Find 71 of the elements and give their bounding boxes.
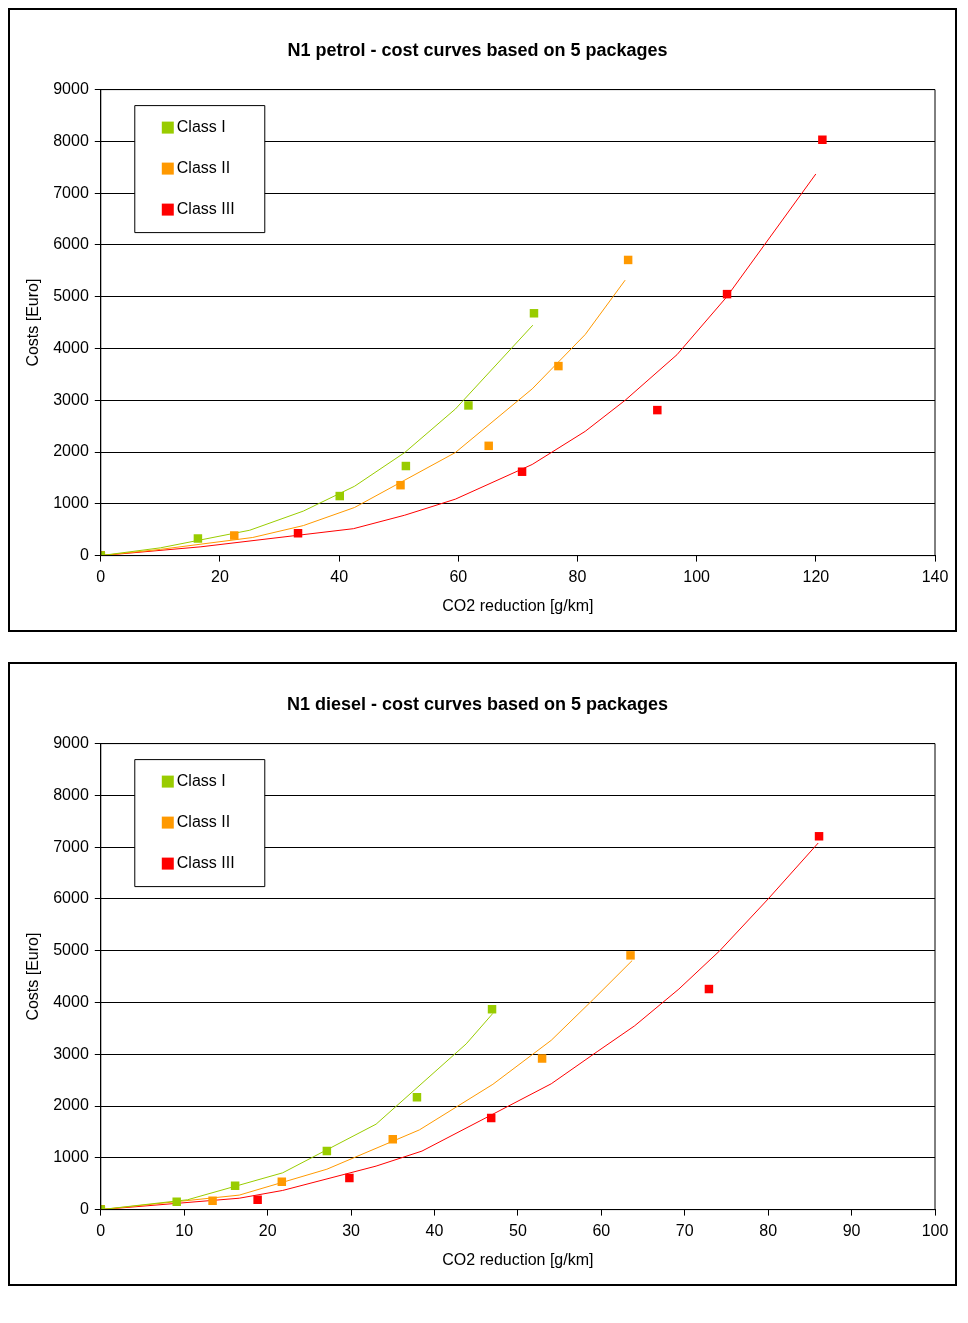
point — [484, 441, 493, 451]
point — [537, 1054, 547, 1063]
x-tick-label: 120 — [802, 567, 830, 585]
x-tick-label: 80 — [759, 1221, 778, 1239]
point — [293, 529, 303, 538]
x-tick-label: 50 — [509, 1221, 527, 1239]
point — [172, 1197, 181, 1207]
x-axis-title: CO2 reduction [g/km] — [442, 596, 594, 614]
x-tick-label: 100 — [683, 567, 711, 585]
y-tick-label: 8000 — [53, 785, 89, 803]
x-tick-label: 70 — [675, 1221, 694, 1239]
legend-label: Class I — [176, 118, 226, 136]
y-tick-label: 0 — [79, 1200, 89, 1218]
legend-label: Class III — [176, 854, 235, 872]
x-axis-title: CO2 reduction [g/km] — [442, 1250, 594, 1268]
y-tick-label: 6000 — [53, 889, 89, 907]
y-tick-label: 7000 — [53, 183, 89, 201]
y-tick-label: 2000 — [53, 442, 89, 460]
y-tick-label: 9000 — [53, 734, 89, 752]
x-tick-label: 140 — [921, 567, 949, 585]
point — [208, 1196, 217, 1206]
x-tick-label: 0 — [96, 1221, 106, 1239]
y-tick-label: 9000 — [53, 80, 89, 98]
legend-label: Class I — [176, 772, 226, 790]
point — [230, 531, 239, 540]
x-tick-label: 100 — [921, 1221, 949, 1239]
point — [554, 361, 563, 371]
x-tick-label: 20 — [258, 1221, 277, 1239]
point — [396, 480, 405, 490]
y-tick-label: 5000 — [53, 287, 89, 305]
x-tick-label: 40 — [330, 567, 349, 585]
x-tick-label: 0 — [96, 567, 106, 585]
x-tick-label: 10 — [175, 1221, 194, 1239]
legend-label: Class II — [176, 159, 231, 177]
y-tick-label: 3000 — [53, 390, 89, 408]
y-tick-label: 2000 — [53, 1096, 89, 1114]
y-tick-label: 5000 — [53, 941, 89, 959]
x-tick-label: 80 — [568, 567, 587, 585]
y-tick-label: 0 — [79, 546, 89, 564]
point — [277, 1177, 287, 1186]
y-tick-label: 6000 — [53, 235, 89, 253]
point — [464, 401, 473, 410]
y-axis-title: Costs [Euro] — [24, 278, 42, 367]
x-tick-label: 30 — [342, 1221, 361, 1239]
y-tick-label: 4000 — [53, 992, 89, 1010]
y-tick-label: 1000 — [53, 1148, 89, 1166]
point — [345, 1173, 354, 1183]
point — [653, 405, 662, 415]
x-tick-label: 60 — [592, 1221, 611, 1239]
x-tick-label: 60 — [449, 567, 468, 585]
point — [253, 1195, 262, 1205]
x-tick-label: 40 — [425, 1221, 444, 1239]
y-tick-label: 3000 — [53, 1044, 89, 1062]
y-tick-label: 4000 — [53, 338, 89, 356]
point — [193, 534, 203, 543]
y-tick-label: 1000 — [53, 494, 89, 512]
point — [818, 135, 827, 145]
y-tick-label: 8000 — [53, 131, 89, 149]
point — [335, 491, 344, 501]
point — [814, 832, 824, 841]
point — [529, 309, 539, 318]
point — [626, 951, 635, 960]
point — [517, 467, 527, 476]
chart-title: N1 diesel - cost curves based on 5 packages — [286, 693, 669, 714]
y-tick-label: 7000 — [53, 837, 89, 855]
chart-title: N1 petrol - cost curves based on 5 packages — [287, 39, 668, 60]
legend-label: Class II — [176, 813, 231, 831]
legend-label: Class III — [176, 200, 235, 218]
x-tick-label: 20 — [211, 567, 229, 585]
y-axis-title: Costs [Euro] — [24, 932, 42, 1021]
x-tick-label: 90 — [842, 1221, 861, 1239]
